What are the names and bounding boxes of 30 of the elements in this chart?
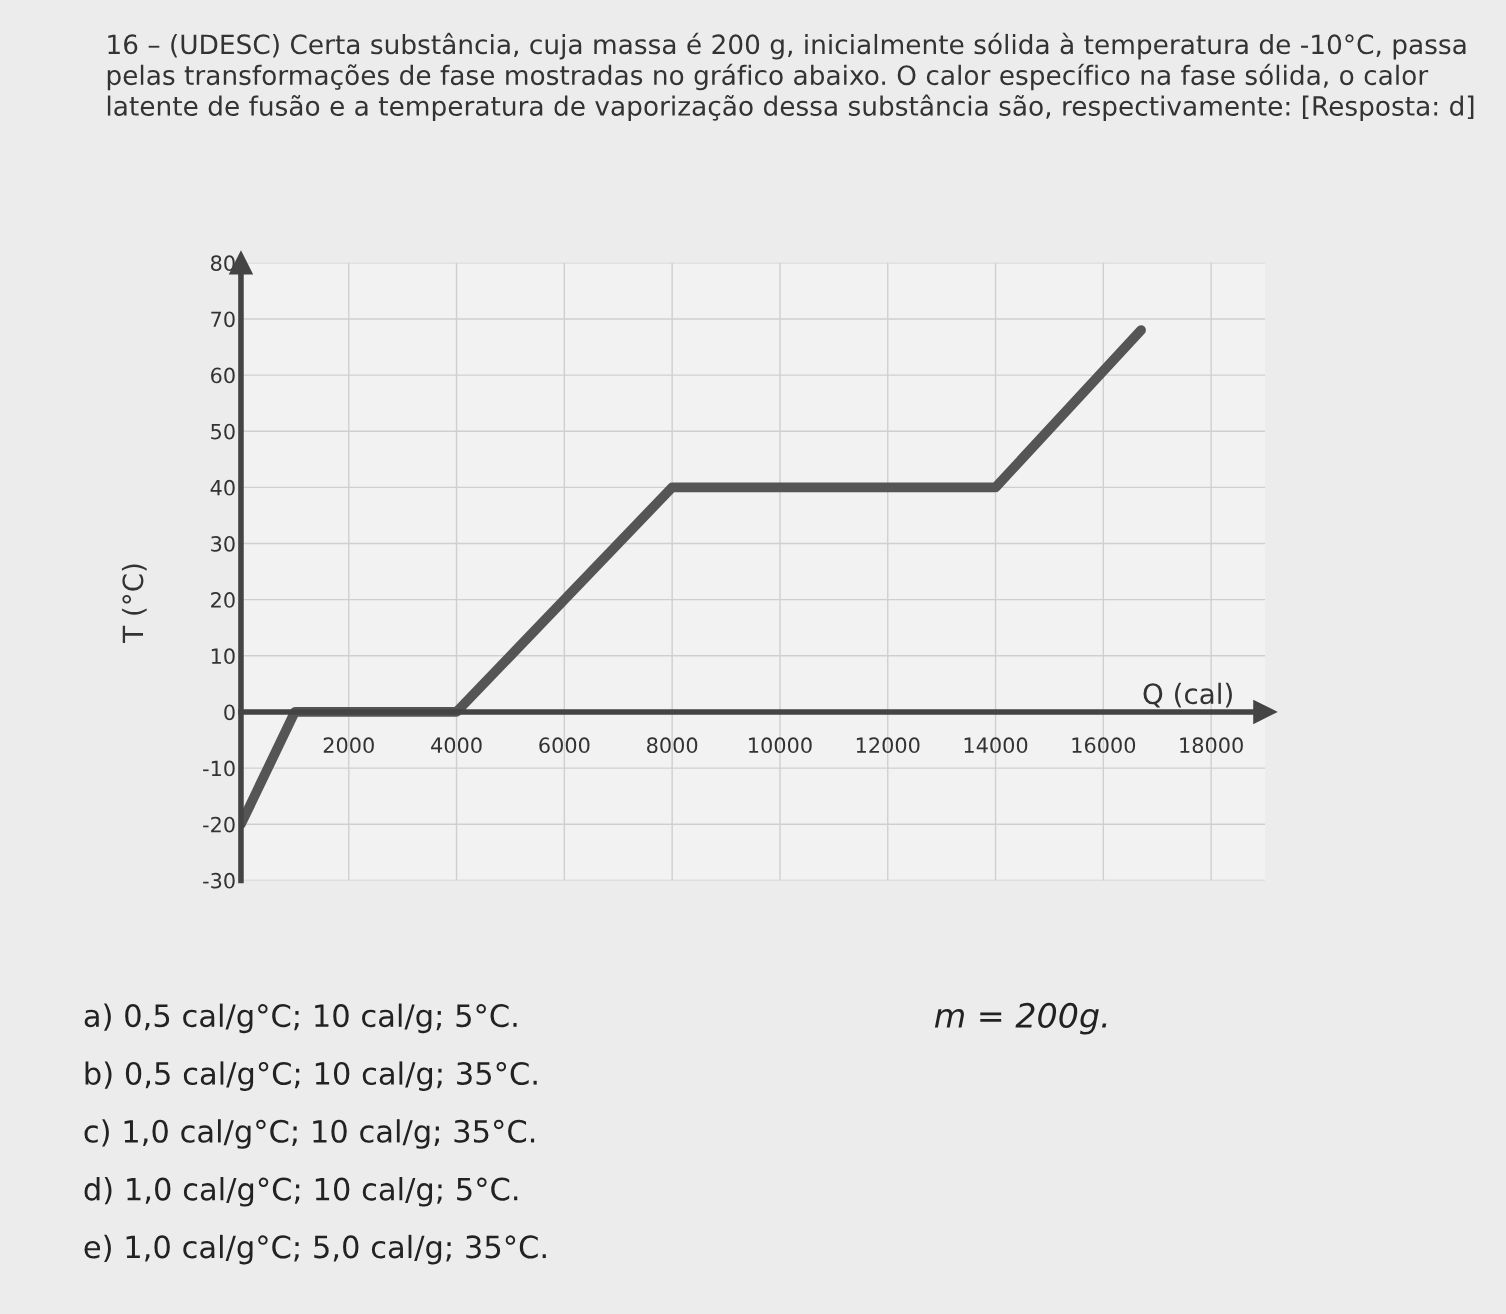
x-tick-label: 12000 bbox=[856, 737, 920, 754]
y-tick-label: 50 bbox=[211, 423, 235, 440]
text: e) 1,0 cal/g°C; 5,0 cal/g; 35°C. bbox=[84, 1234, 546, 1265]
y-tick-label: 10 bbox=[211, 648, 235, 665]
y-tick-label: -20 bbox=[203, 816, 235, 833]
text: b) 0,5 cal/g°C; 10 cal/g; 35°C. bbox=[85, 1061, 537, 1091]
y-axis-title: T (°C) bbox=[121, 564, 147, 643]
y-tick-label: 70 bbox=[211, 311, 235, 328]
y-tick-label: 80 bbox=[211, 255, 235, 272]
y-tick-label: 40 bbox=[210, 479, 235, 496]
x-tick-label: 6000 bbox=[539, 737, 590, 754]
text: c) 1,0 cal/g°C; 10 cal/g; 35°C. bbox=[84, 1119, 535, 1149]
x-tick-label: 4000 bbox=[431, 737, 482, 754]
x-tick-label: 2000 bbox=[323, 737, 374, 754]
x-tick-label: 18000 bbox=[1180, 737, 1243, 754]
text: d) 1,0 cal/g°C; 10 cal/g; 5°C. bbox=[84, 1177, 518, 1207]
y-tick-label: -10 bbox=[203, 760, 235, 777]
chart-title: 16 – (UDESC) Certa substância, cuja massa é 200 g, inicialmente sólida à temperatura de -10°C, passa pelas transformações de fase mostradas no gráfico abaixo. O calor específico na fase sólida, o calor latente de fusão e a temperatura de vaporização dessa substância são, respectivamente: [Resposta: d] bbox=[107, 32, 1474, 122]
x-tick-label: 16000 bbox=[1072, 737, 1136, 754]
y-tick-label: 60 bbox=[211, 367, 235, 384]
y-tick-label: 20 bbox=[211, 592, 235, 608]
x-axis-title: Q (cal) bbox=[1143, 682, 1232, 708]
y-tick-label: -30 bbox=[203, 872, 235, 889]
x-tick-label: 8000 bbox=[647, 737, 698, 754]
text: m = 200g. bbox=[934, 1002, 1107, 1035]
y-tick-label: 0 bbox=[224, 704, 235, 721]
y-tick-label: 30 bbox=[211, 535, 235, 552]
x-tick-label: 10000 bbox=[749, 737, 812, 754]
text: a) 0,5 cal/g°C; 10 cal/g; 5°C. bbox=[84, 1003, 517, 1034]
x-tick-label: 14000 bbox=[964, 737, 1028, 754]
